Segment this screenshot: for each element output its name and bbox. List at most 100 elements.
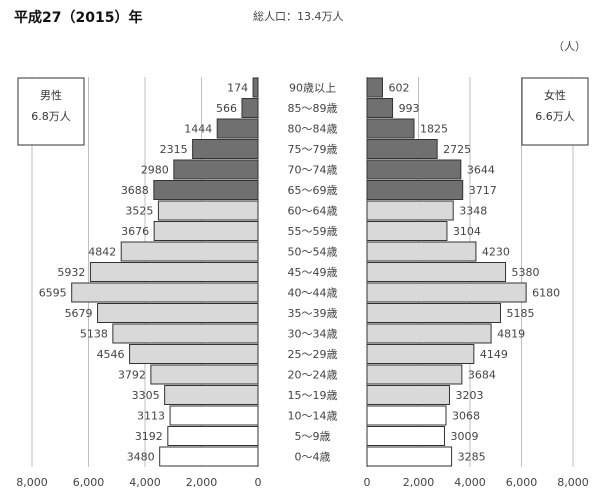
female-value-label: 4230 xyxy=(482,246,510,259)
female-bar xyxy=(366,139,438,159)
female-value-label: 5380 xyxy=(512,266,540,279)
female-bar xyxy=(366,364,463,385)
male-value-label: 3480 xyxy=(127,451,155,464)
female-value-label: 6180 xyxy=(532,287,560,300)
male-value-label: 3525 xyxy=(125,205,153,218)
male-bar xyxy=(89,262,259,282)
male-bar xyxy=(169,405,259,426)
female-bar xyxy=(366,323,492,344)
legend-series-total: 6.6万人 xyxy=(535,110,575,123)
male-bar xyxy=(216,118,259,139)
male-value-label: 2980 xyxy=(141,164,169,177)
male-value-label: 4546 xyxy=(97,348,125,361)
female-bar xyxy=(366,118,415,139)
male-value-label: 3676 xyxy=(121,225,149,238)
male-value-label: 3192 xyxy=(135,430,163,443)
age-label: 45～49歳 xyxy=(288,266,338,279)
age-label: 60～64歳 xyxy=(288,205,338,218)
female-bar xyxy=(366,241,477,262)
female-value-label: 3203 xyxy=(455,389,483,402)
x-tick-label-left: 4,000 xyxy=(129,476,161,489)
female-value-label: 602 xyxy=(389,82,410,95)
female-bar xyxy=(366,77,384,98)
female-value-label: 1825 xyxy=(420,123,448,136)
legend-box xyxy=(521,77,589,146)
female-bar xyxy=(366,98,394,118)
x-tick-label-left: 8,000 xyxy=(16,476,48,489)
age-label: 75～79歳 xyxy=(288,143,338,156)
chart-title: 平成27（2015）年 xyxy=(14,10,143,26)
female-bar xyxy=(366,446,453,467)
x-tick-label-right: 4,000 xyxy=(454,476,486,489)
female-value-label: 3009 xyxy=(450,430,478,443)
age-label: 85～89歳 xyxy=(288,102,338,115)
male-bar xyxy=(157,200,259,221)
female-value-label: 3068 xyxy=(452,410,480,423)
female-value-label: 3348 xyxy=(459,205,487,218)
age-label: 80～84歳 xyxy=(288,123,338,136)
x-tick-label-right: 0 xyxy=(364,476,371,489)
age-label: 0～4歳 xyxy=(295,451,331,464)
age-label: 50～54歳 xyxy=(288,246,338,259)
age-label: 35～39歳 xyxy=(288,307,338,320)
male-value-label: 1444 xyxy=(184,123,212,136)
female-value-label: 993 xyxy=(399,102,420,115)
male-value-label: 3688 xyxy=(121,184,149,197)
age-label: 15～19歳 xyxy=(288,389,338,402)
male-value-label: 6595 xyxy=(39,287,67,300)
male-bar xyxy=(129,344,259,364)
age-label: 10～14歳 xyxy=(288,410,338,423)
age-label: 30～34歳 xyxy=(288,328,338,341)
age-label: 20～24歳 xyxy=(288,369,338,382)
male-bar xyxy=(192,139,259,159)
male-bar xyxy=(150,364,259,385)
male-bar xyxy=(167,426,259,446)
female-bars xyxy=(366,77,527,467)
female-bar xyxy=(366,405,447,426)
male-bar xyxy=(120,241,259,262)
female-bar xyxy=(366,180,464,200)
male-bar xyxy=(97,303,259,323)
male-bar xyxy=(252,77,259,98)
x-tick-label-right: 6,000 xyxy=(506,476,538,489)
male-value-label: 5138 xyxy=(80,328,108,341)
unit-label: （人） xyxy=(553,40,586,53)
female-value-label: 3717 xyxy=(469,184,497,197)
male-bar xyxy=(153,221,259,241)
female-value-label: 3104 xyxy=(453,225,481,238)
age-label: 25～29歳 xyxy=(288,348,338,361)
age-label: 5～9歳 xyxy=(295,430,331,443)
female-value-label: 5185 xyxy=(507,307,535,320)
female-bar xyxy=(366,200,454,221)
age-label: 55～59歳 xyxy=(288,225,338,238)
male-value-label: 174 xyxy=(227,82,248,95)
male-value-label: 3113 xyxy=(137,410,165,423)
female-value-label: 4819 xyxy=(497,328,525,341)
x-tick-label-right: 8,000 xyxy=(557,476,589,489)
age-label: 40～44歳 xyxy=(288,287,338,300)
legend-boxes: 男性 6.8万人 女性 6.6万人 xyxy=(17,77,589,146)
male-bar xyxy=(153,180,259,200)
female-bar xyxy=(366,303,502,323)
male-bar xyxy=(112,323,259,344)
male-bar xyxy=(164,385,259,405)
male-tick-labels: 0 2,000 4,000 6,000 8,000 xyxy=(16,476,261,489)
female-value-label: 3285 xyxy=(458,451,486,464)
female-value-label: 3684 xyxy=(468,369,496,382)
age-labels: 90歳以上 85～89歳 80～84歳 75～79歳 70～74歳 65～69歳 60～64… xyxy=(288,82,338,464)
age-label: 90歳以上 xyxy=(289,82,336,95)
female-bar xyxy=(366,426,445,446)
male-bar xyxy=(159,446,259,467)
female-bar xyxy=(366,282,527,303)
legend-box xyxy=(17,77,85,146)
male-value-label: 3305 xyxy=(132,389,160,402)
male-bar xyxy=(71,282,259,303)
male-value-label: 566 xyxy=(216,102,237,115)
x-tick-label-right: 2,000 xyxy=(403,476,435,489)
male-bar xyxy=(173,159,259,180)
female-bar xyxy=(366,221,448,241)
x-tick-label-left: 0 xyxy=(255,476,262,489)
legend-series-name: 男性 xyxy=(40,88,62,102)
